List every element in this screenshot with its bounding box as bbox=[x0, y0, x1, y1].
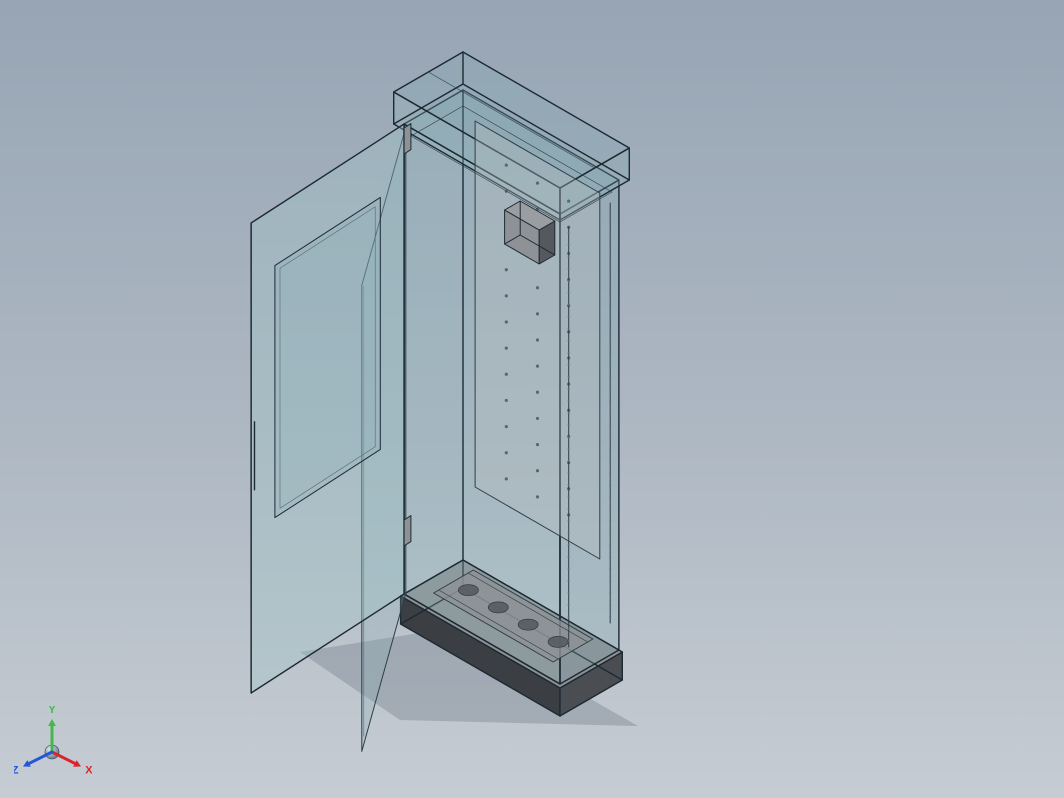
triad-axis-label: Z bbox=[14, 764, 19, 776]
orientation-triad[interactable]: X Y Z bbox=[14, 706, 92, 784]
cad-3d-viewport[interactable]: X Y Z bbox=[0, 0, 1064, 798]
triad-axis-label: Y bbox=[48, 706, 56, 716]
triad-axis-label: X bbox=[85, 764, 92, 776]
